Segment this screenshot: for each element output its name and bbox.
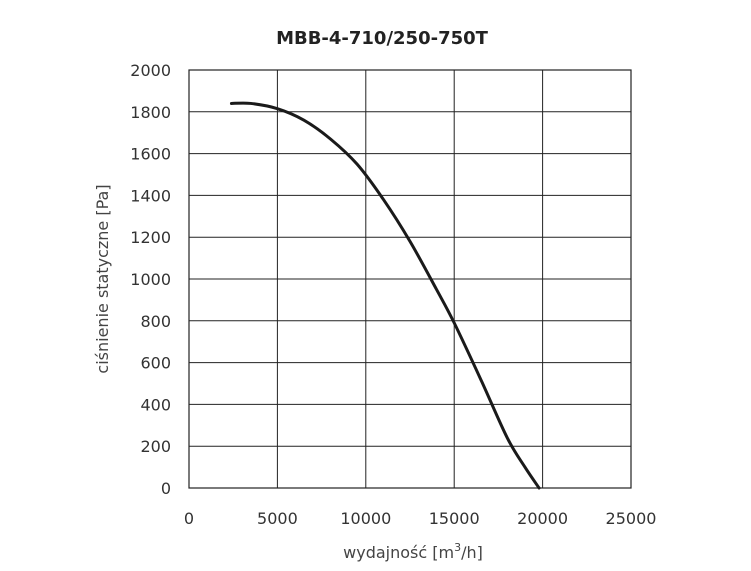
x-axis-label: wydajność [m3/h] (343, 541, 483, 562)
y-tick-label: 0 (161, 479, 171, 498)
y-axis-label: ciśnienie statyczne [Pa] (93, 184, 112, 373)
x-tick-label: 15000 (429, 509, 480, 528)
y-tick-label: 400 (140, 395, 171, 414)
chart-title: MBB-4-710/250-750T (276, 28, 489, 49)
plot-frame (188, 69, 632, 489)
x-tick-label: 25000 (606, 509, 657, 528)
y-tick-label: 200 (140, 437, 171, 456)
y-tick-label: 1000 (130, 270, 171, 289)
x-tick-label: 5000 (257, 509, 298, 528)
x-axis-label-sup: 3 (454, 541, 461, 554)
grid (188, 69, 632, 489)
y-tick-label: 1400 (130, 186, 171, 205)
x-tick-label: 20000 (517, 509, 568, 528)
x-axis-label-end: /h] (461, 543, 483, 562)
series-line (229, 101, 541, 490)
y-tick-label: 2000 (130, 61, 171, 80)
y-tick-label: 1800 (130, 103, 171, 122)
y-tick-label: 600 (140, 354, 171, 373)
x-axis-ticks: 0 5000 10000 15000 20000 25000 (184, 509, 657, 528)
x-axis-label-main: wydajność [m (343, 543, 454, 562)
y-tick-label: 800 (140, 312, 171, 331)
x-tick-label: 10000 (340, 509, 391, 528)
y-tick-label: 1600 (130, 145, 171, 164)
x-tick-label: 0 (184, 509, 194, 528)
y-axis-ticks: 0 200 400 600 800 1000 1200 1400 1600 1800 2000 (130, 61, 171, 498)
y-tick-label: 1200 (130, 228, 171, 247)
